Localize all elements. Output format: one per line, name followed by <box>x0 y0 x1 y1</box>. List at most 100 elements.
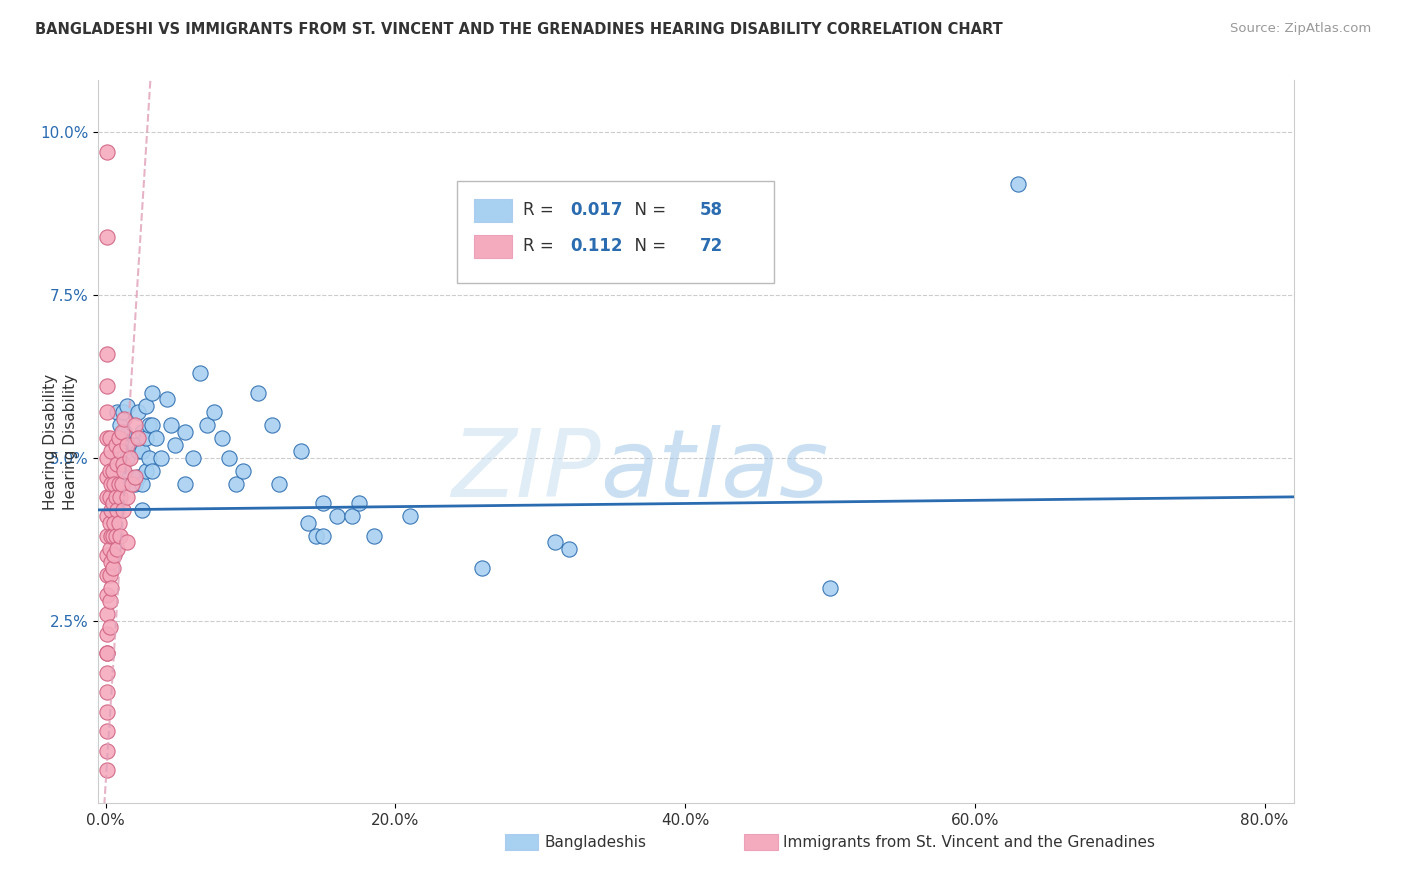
Point <box>96 529 118 543</box>
Point <box>101 496 124 510</box>
Point <box>96 145 118 159</box>
Point <box>96 724 118 739</box>
Point <box>181 450 204 465</box>
Point <box>96 705 118 719</box>
Point <box>818 581 841 595</box>
Point <box>104 438 127 452</box>
Point <box>246 385 269 400</box>
Point <box>114 411 136 425</box>
Point <box>105 503 128 517</box>
Point <box>195 418 218 433</box>
Point <box>135 464 157 478</box>
Point <box>96 587 118 601</box>
FancyBboxPatch shape <box>457 181 773 283</box>
Point <box>121 438 143 452</box>
Text: BANGLADESHI VS IMMIGRANTS FROM ST. VINCENT AND THE GRENADINES HEARING DISABILITY: BANGLADESHI VS IMMIGRANTS FROM ST. VINCE… <box>35 22 1002 37</box>
Point <box>108 490 131 504</box>
Point <box>108 444 131 458</box>
Point <box>558 541 581 556</box>
Point <box>112 405 135 419</box>
Point <box>96 685 118 699</box>
Point <box>107 516 129 530</box>
Point <box>101 464 124 478</box>
Point <box>160 418 183 433</box>
Text: R =: R = <box>523 237 558 255</box>
Point <box>124 476 146 491</box>
Y-axis label: Hearing Disability: Hearing Disability <box>63 374 77 509</box>
Point <box>141 385 163 400</box>
Point <box>131 476 153 491</box>
Point <box>114 464 136 478</box>
Text: R =: R = <box>523 202 558 219</box>
Point <box>326 509 349 524</box>
Point <box>117 450 139 465</box>
Point <box>131 425 153 439</box>
Point <box>96 470 118 484</box>
Point <box>96 405 118 419</box>
Text: Hearing Disability: Hearing Disability <box>44 374 58 509</box>
Point <box>149 450 172 465</box>
Point <box>96 431 118 445</box>
Point <box>98 541 121 556</box>
Point <box>98 568 121 582</box>
Point <box>96 607 118 621</box>
Point <box>138 418 160 433</box>
Point <box>103 476 125 491</box>
Text: Immigrants from St. Vincent and the Grenadines: Immigrants from St. Vincent and the Gren… <box>783 835 1156 849</box>
Point <box>218 450 240 465</box>
Point <box>1007 178 1029 192</box>
Text: 0.017: 0.017 <box>571 202 623 219</box>
Point <box>105 541 128 556</box>
Point <box>107 476 129 491</box>
Point <box>290 444 312 458</box>
Point <box>104 529 127 543</box>
Point <box>145 431 167 445</box>
Point <box>174 476 197 491</box>
Point <box>127 405 149 419</box>
Point <box>124 418 146 433</box>
Text: N =: N = <box>624 237 672 255</box>
Point <box>98 620 121 634</box>
Point <box>262 418 284 433</box>
Point <box>544 535 567 549</box>
FancyBboxPatch shape <box>474 199 512 222</box>
Point <box>225 476 247 491</box>
Point <box>96 568 118 582</box>
Point <box>117 438 139 452</box>
Text: Bangladeshis: Bangladeshis <box>544 835 647 849</box>
Point <box>100 581 122 595</box>
Point <box>269 476 291 491</box>
Point <box>141 418 163 433</box>
Point <box>312 496 335 510</box>
Point <box>96 450 118 465</box>
Point <box>135 431 157 445</box>
Point <box>96 549 118 563</box>
Point <box>96 665 118 680</box>
Text: ZIP: ZIP <box>451 425 600 516</box>
Point <box>96 646 118 660</box>
Point <box>131 503 153 517</box>
Point <box>98 490 121 504</box>
Point <box>127 444 149 458</box>
Point <box>131 444 153 458</box>
Point <box>135 399 157 413</box>
Point <box>96 229 118 244</box>
Point <box>112 503 135 517</box>
Point <box>105 405 128 419</box>
Point <box>471 561 494 575</box>
Point <box>96 646 118 660</box>
Point <box>155 392 177 407</box>
Point <box>138 450 160 465</box>
Point <box>118 470 141 484</box>
Point <box>114 425 136 439</box>
Point <box>96 490 118 504</box>
Point <box>98 516 121 530</box>
Point <box>100 555 122 569</box>
Point <box>120 450 142 465</box>
Point <box>108 529 131 543</box>
Point <box>363 529 385 543</box>
Point <box>340 509 363 524</box>
Point <box>117 399 139 413</box>
Point <box>104 490 127 504</box>
Point <box>124 438 146 452</box>
